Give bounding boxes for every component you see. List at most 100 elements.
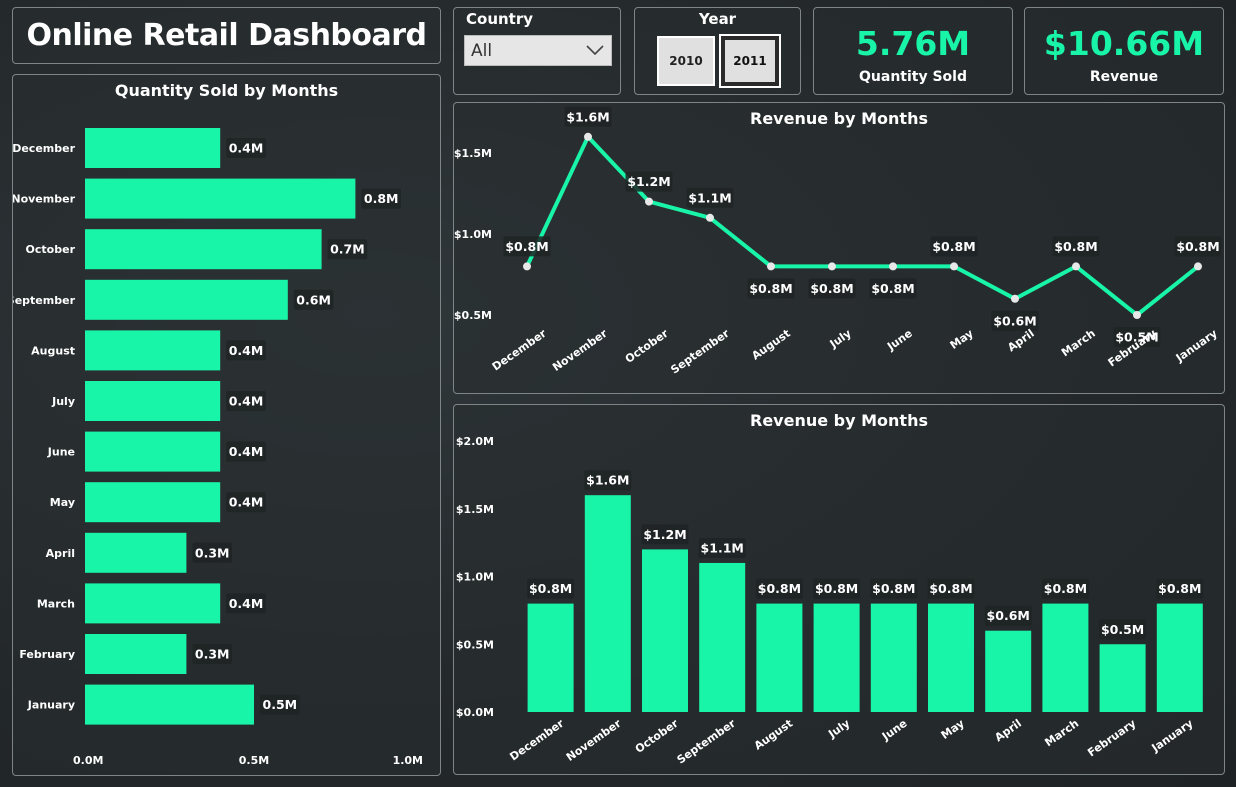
- data-label: $0.8M: [749, 281, 792, 296]
- x-tick-label: May: [948, 327, 976, 352]
- data-label-bg: [327, 239, 368, 260]
- x-tick-label: August: [749, 327, 792, 363]
- y-tick-label: August: [31, 344, 75, 357]
- data-label-bg: [584, 470, 632, 491]
- bar: [85, 279, 288, 320]
- data-label: $0.5M: [1101, 622, 1144, 637]
- bar: [85, 634, 187, 674]
- data-label: $0.5M: [1115, 330, 1158, 345]
- data-label-bg: [984, 605, 1032, 626]
- y-tick-label: May: [50, 496, 75, 509]
- x-tick-label: January: [1149, 717, 1196, 755]
- data-label: $0.8M: [815, 581, 858, 596]
- x-tick-label: March: [1059, 327, 1098, 360]
- x-tick-label: September: [675, 716, 739, 766]
- data-label-bg: [1113, 327, 1161, 347]
- series-line: [525, 134, 1200, 317]
- data-label-bg: [813, 578, 861, 599]
- revenue-bar-panel: Revenue by Months $2.0M $1.5M $1.0M $0.5M $0…: [453, 404, 1225, 775]
- data-label-bg: [698, 537, 746, 558]
- x-tick-label: July: [827, 327, 854, 351]
- bar: [85, 532, 187, 573]
- y-tick-label: $2.0M: [456, 435, 494, 448]
- data-point: [645, 197, 653, 206]
- data-point: [706, 213, 714, 222]
- bar: [584, 495, 631, 712]
- x-tick-label: February: [1085, 717, 1138, 760]
- data-label-bg: [1156, 578, 1204, 599]
- x-tick-label: May: [939, 717, 967, 742]
- quantity-bar-chart: December 0.4M November 0.8M October 0.7M Septe…: [13, 128, 423, 767]
- data-label-bg: [755, 578, 803, 599]
- x-tick-label: September: [668, 326, 732, 376]
- bar: [85, 583, 221, 624]
- year-button-2010[interactable]: 2010: [657, 36, 715, 86]
- data-label: $0.8M: [758, 581, 801, 596]
- data-label: $0.8M: [872, 581, 915, 596]
- x-tick-label: November: [550, 326, 610, 373]
- data-label-bg: [686, 187, 734, 208]
- data-label: 0.6M: [296, 292, 331, 307]
- data-label-bg: [192, 542, 232, 563]
- data-label-bg: [991, 310, 1039, 331]
- data-label-bg: [1174, 236, 1222, 257]
- bar: [85, 684, 254, 725]
- data-label: $1.6M: [586, 473, 629, 488]
- data-label: $1.1M: [701, 540, 744, 555]
- x-tick-label: 0.5M: [239, 754, 269, 767]
- bar: [527, 603, 574, 712]
- y-tick-label: April: [46, 547, 75, 560]
- data-point: [523, 262, 531, 271]
- data-label-bg: [192, 644, 232, 664]
- data-point: [1194, 262, 1202, 271]
- data-label-bg: [870, 578, 918, 599]
- data-label: 0.3M: [195, 545, 230, 560]
- chevron-down-icon: [586, 45, 604, 56]
- kpi-quantity-card: 5.76M Quantity Sold: [813, 7, 1013, 95]
- title-panel: Online Retail Dashboard: [12, 7, 441, 64]
- x-tick-label: June: [884, 327, 915, 354]
- data-label-bg: [226, 441, 266, 462]
- country-dropdown[interactable]: All: [464, 35, 612, 66]
- y-tick-label: October: [26, 243, 76, 256]
- data-label-bg: [1099, 619, 1147, 640]
- bar: [85, 128, 221, 168]
- kpi-quantity-value: 5.76M: [855, 24, 971, 63]
- data-point: [1011, 294, 1019, 303]
- data-label-bg: [260, 694, 300, 715]
- kpi-revenue-value: $10.66M: [1043, 24, 1205, 63]
- data-label-bg: [625, 171, 673, 192]
- data-label: 0.4M: [229, 394, 264, 409]
- x-tick-label: October: [633, 716, 681, 755]
- data-label: $1.2M: [643, 527, 686, 542]
- data-label-bg: [1041, 578, 1089, 599]
- bar: [699, 562, 746, 712]
- data-label: 0.4M: [229, 343, 264, 358]
- data-label-bg: [226, 593, 266, 614]
- x-tick-label: April: [992, 717, 1024, 744]
- data-label: $0.6M: [993, 313, 1036, 328]
- y-tick-label: $1.0M: [454, 228, 492, 241]
- year-button-2011[interactable]: 2011: [719, 34, 781, 88]
- bar: [813, 603, 860, 712]
- bar: [85, 482, 221, 523]
- quantity-chart-title: Quantity Sold by Months: [114, 81, 339, 100]
- bar: [85, 381, 221, 421]
- x-tick-label: April: [1005, 327, 1037, 354]
- bar: [85, 330, 221, 371]
- data-point: [767, 262, 775, 271]
- bar: [870, 603, 917, 712]
- y-tick-label: December: [13, 142, 76, 155]
- y-tick-label: July: [51, 395, 75, 408]
- data-label-bg: [930, 236, 978, 257]
- y-tick-label: $1.5M: [456, 503, 494, 516]
- data-label: $0.8M: [871, 281, 914, 296]
- x-tick-label: 0.0M: [73, 754, 103, 767]
- data-label-bg: [564, 106, 612, 127]
- dashboard-title: Online Retail Dashboard: [26, 18, 427, 53]
- data-label: $1.1M: [688, 190, 731, 205]
- y-tick-label: March: [37, 597, 75, 610]
- data-point: [1133, 311, 1141, 319]
- data-label: $1.2M: [627, 174, 670, 189]
- y-tick-label: February: [19, 648, 75, 661]
